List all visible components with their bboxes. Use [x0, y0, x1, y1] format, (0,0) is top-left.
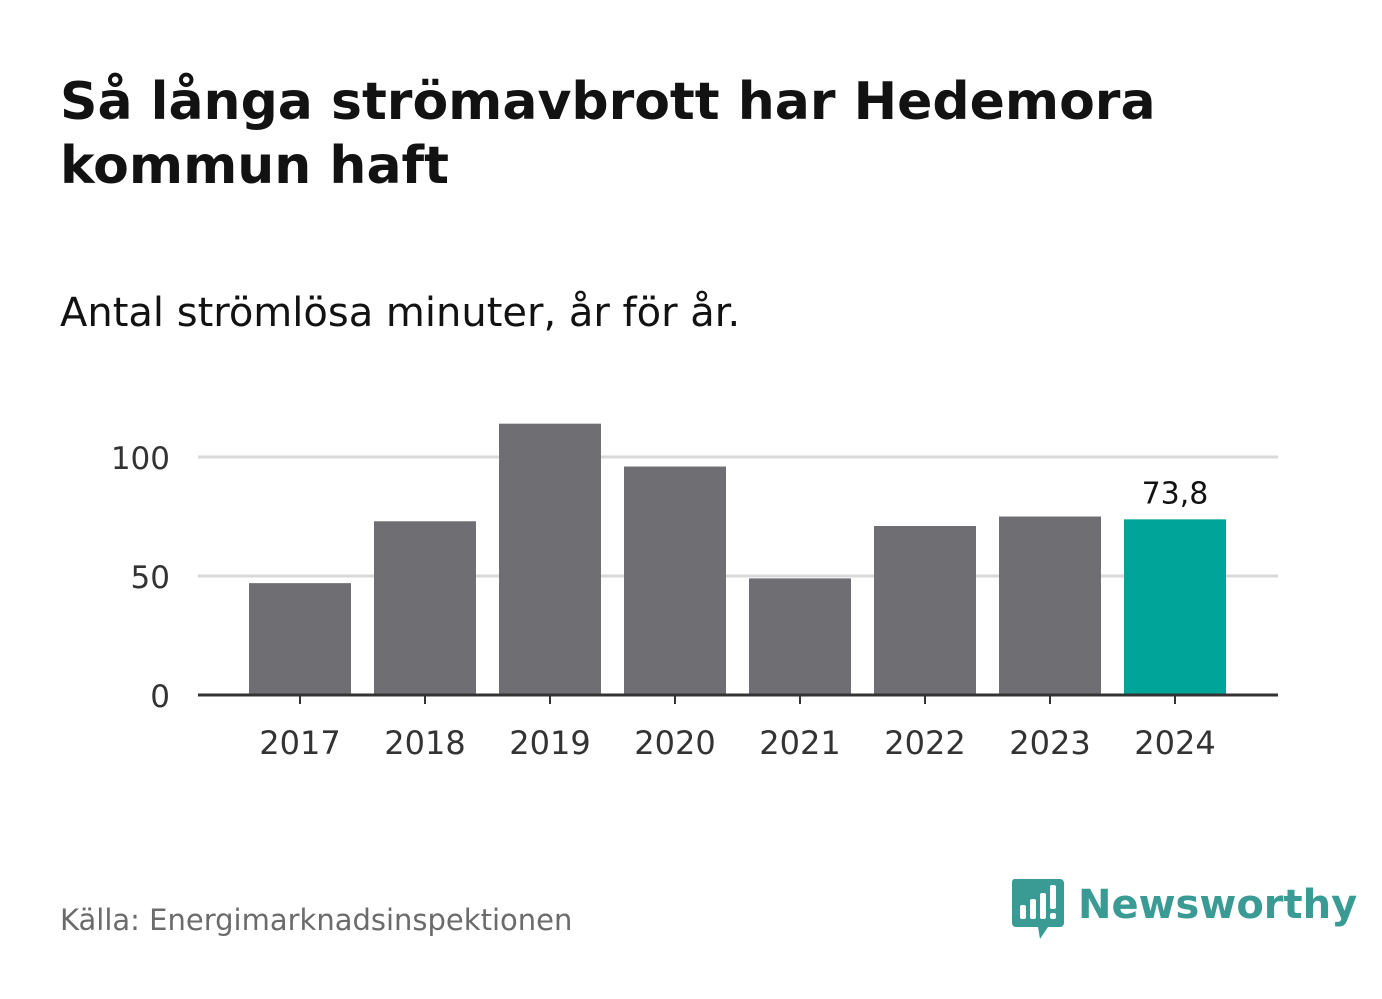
bar [749, 578, 851, 695]
bar [249, 583, 351, 695]
x-tick-label: 2017 [259, 724, 340, 762]
x-tick-label: 2022 [884, 724, 965, 762]
bar [374, 521, 476, 695]
x-tick-label: 2020 [634, 724, 715, 762]
bar [624, 466, 726, 695]
bar [499, 423, 601, 695]
x-tick-label: 2019 [509, 724, 590, 762]
newsworthy-logo-icon [1011, 879, 1064, 939]
bar [999, 516, 1101, 695]
y-tick-label: 100 [111, 441, 170, 477]
x-tick-label: 2021 [759, 724, 840, 762]
y-tick-label: 50 [131, 560, 170, 596]
y-tick-label: 0 [150, 679, 170, 715]
x-tick-label: 2023 [1009, 724, 1090, 762]
brand-logo[interactable]: Newsworthy [1010, 876, 1357, 942]
chart-subtitle: Antal strömlösa minuter, år för år. [60, 290, 741, 336]
source-note: Källa: Energimarknadsinspektionen [60, 903, 573, 937]
x-tick-label: 2018 [384, 724, 465, 762]
data-label: 73,8 [1142, 476, 1209, 511]
bar [874, 526, 976, 695]
brand-name: Newsworthy [1078, 882, 1358, 928]
x-tick-label: 2024 [1134, 724, 1215, 762]
labels: 0 50 100 2017 2018 2019 2020 2021 2022 2023 2024 73… [111, 441, 1216, 762]
axes [198, 693, 1278, 704]
bar-chart: 0 50 100 2017 2018 2019 2020 2021 2022 2023 2024 73… [111, 423, 1278, 762]
bars [249, 423, 1226, 695]
chart-title: Så långa strömavbrott har Hedemora kommu… [60, 72, 1156, 196]
bar [1124, 519, 1226, 695]
gridlines [198, 455, 1278, 578]
